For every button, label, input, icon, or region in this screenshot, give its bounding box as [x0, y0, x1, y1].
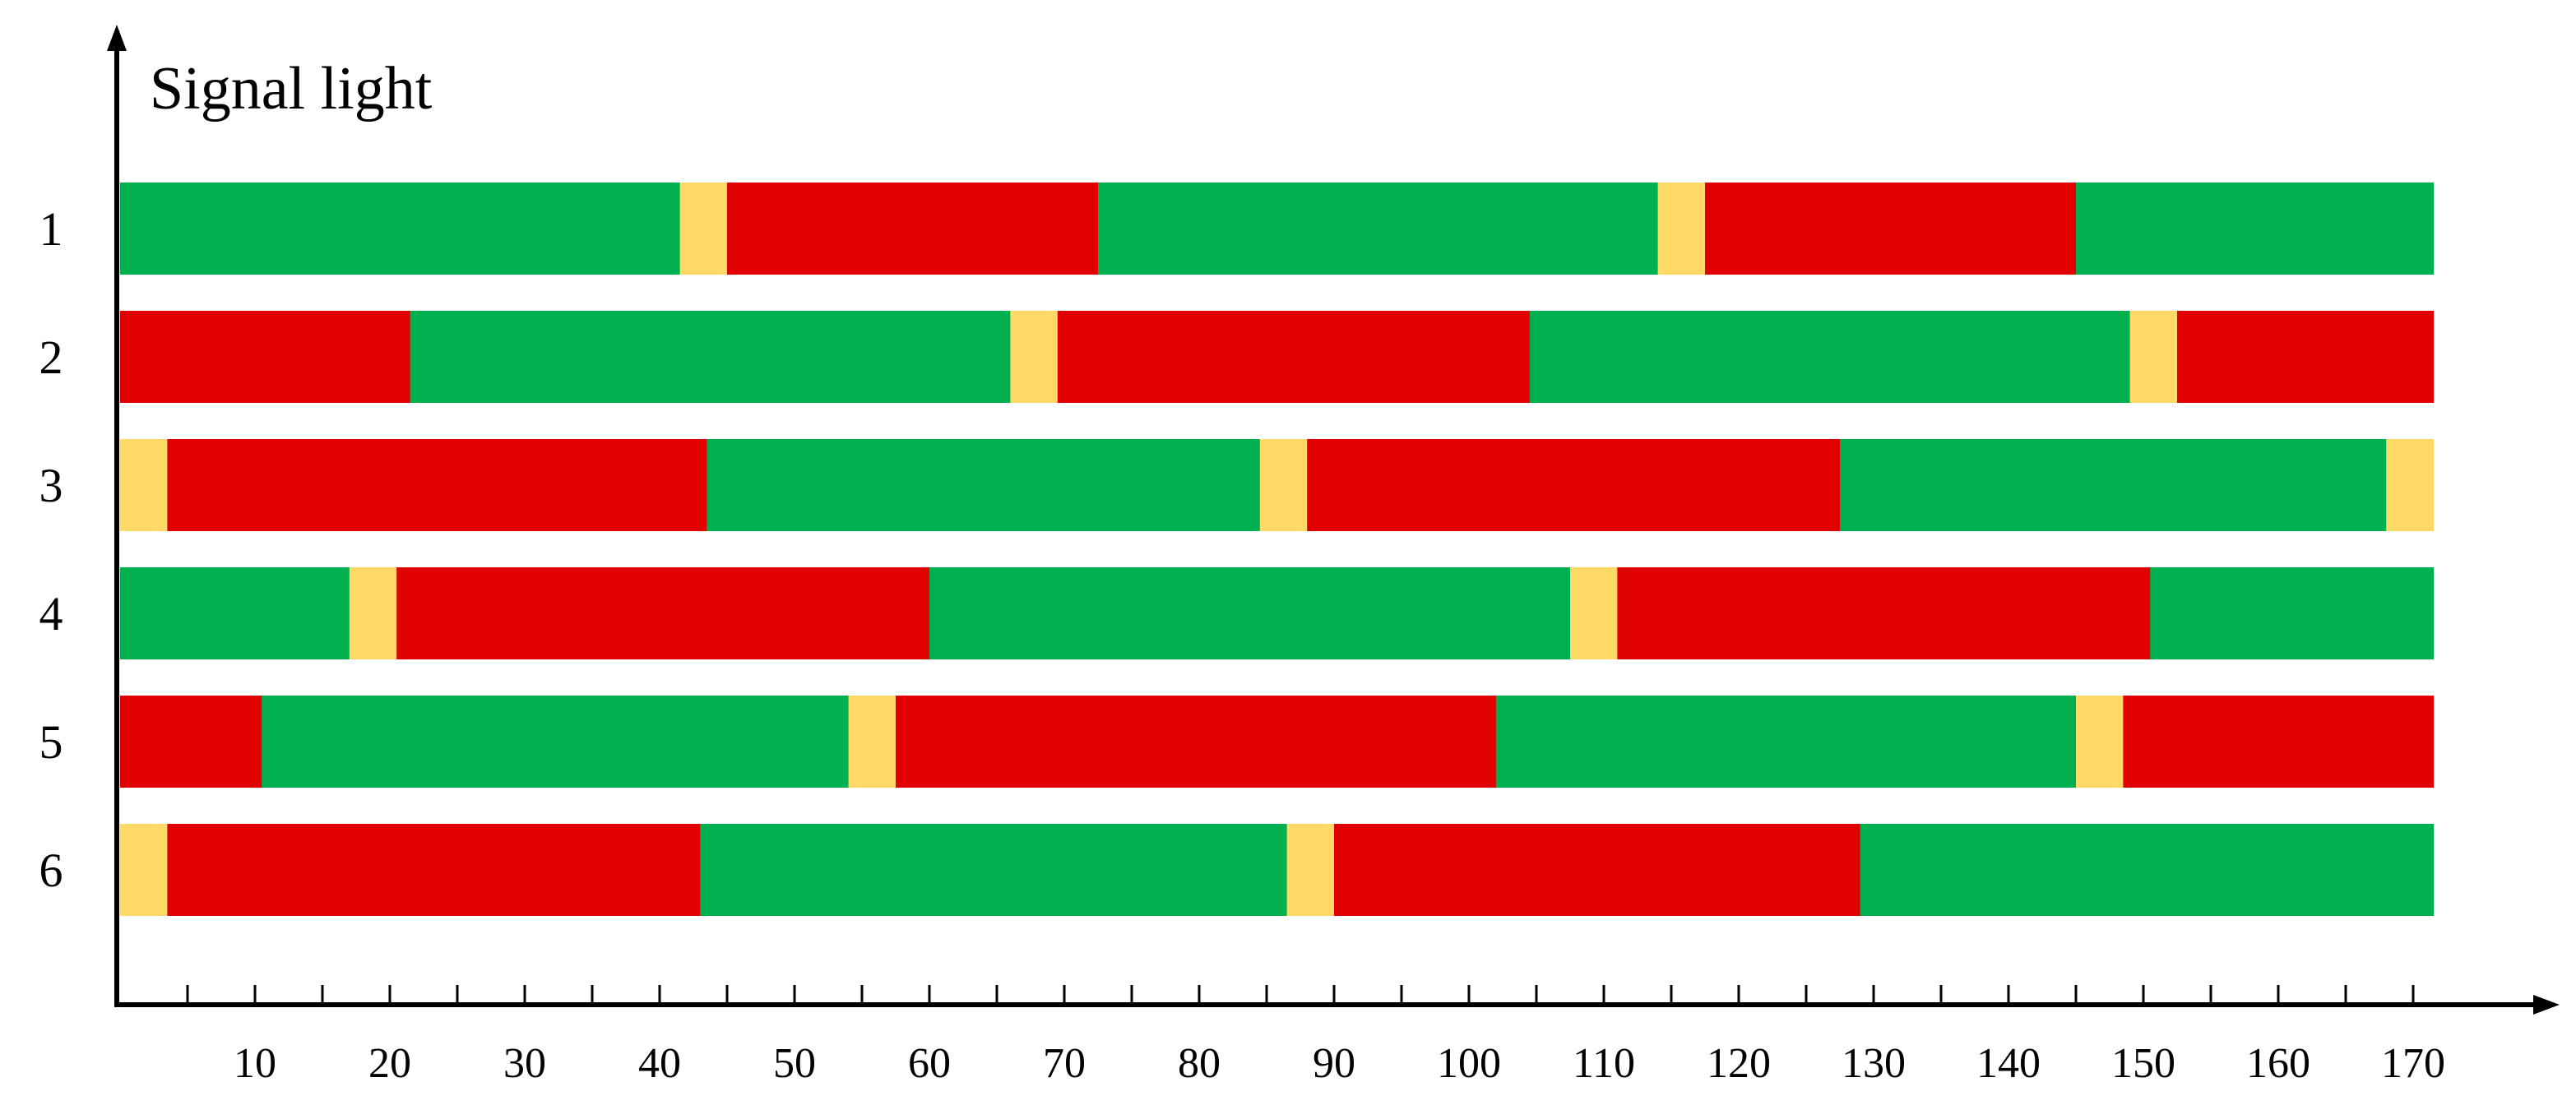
x-tick-label: 100 [1437, 1040, 1501, 1087]
x-tick-label: 160 [2246, 1040, 2310, 1087]
row-label-4: 4 [39, 587, 63, 640]
x-tick-label: 40 [638, 1040, 681, 1087]
segment-yellow [2076, 696, 2124, 788]
segment-green [2076, 183, 2435, 275]
segment-red [1705, 183, 2077, 275]
x-tick-label: 140 [1976, 1040, 2041, 1087]
segment-green [120, 567, 350, 659]
segment-red [1307, 439, 1841, 531]
segment-red [167, 439, 707, 531]
segment-green [929, 567, 1571, 659]
segment-yellow [2129, 311, 2178, 403]
segment-yellow [1570, 567, 1618, 659]
segment-yellow [120, 439, 168, 531]
x-tick-label: 20 [368, 1040, 411, 1087]
segment-green [1860, 824, 2435, 916]
row-labels: 1 2 3 4 5 6 [39, 202, 63, 897]
row-label-2: 2 [39, 331, 63, 384]
segment-yellow [679, 183, 728, 275]
segment-yellow [2386, 439, 2435, 531]
x-tick-label: 30 [503, 1040, 546, 1087]
x-tick-label: 130 [1842, 1040, 1906, 1087]
x-tick-label: 60 [908, 1040, 951, 1087]
bars-layer [120, 183, 2435, 916]
segment-red [396, 567, 930, 659]
x-tick-label: 10 [234, 1040, 276, 1087]
segment-green [120, 183, 681, 275]
segment-green [1529, 311, 2131, 403]
segment-red [167, 824, 701, 916]
x-tick-label: 170 [2381, 1040, 2445, 1087]
row-label-6: 6 [39, 844, 63, 897]
signal-row-5 [120, 696, 2435, 788]
segment-yellow [349, 567, 397, 659]
segment-red [1617, 567, 2151, 659]
segment-green [707, 439, 1261, 531]
x-tick-labels: 10 20 30 40 50 60 70 80 90 100 110 120 130 140 150 160 1… [234, 1040, 2445, 1087]
x-tick-label: 120 [1707, 1040, 1771, 1087]
segment-red [120, 311, 411, 403]
segment-yellow [848, 696, 897, 788]
x-tick-label: 50 [773, 1040, 816, 1087]
row-label-3: 3 [39, 459, 63, 512]
axes: 10 20 30 40 50 60 70 80 90 100 110 120 130 140 150 160 1… [39, 25, 2560, 1087]
segment-red [896, 696, 1497, 788]
signal-row-6 [120, 824, 2435, 916]
x-ticks [186, 985, 2415, 1005]
signal-row-4 [120, 567, 2435, 659]
x-tick-label: 80 [1178, 1040, 1221, 1087]
segment-green [1840, 439, 2387, 531]
segment-green [2150, 567, 2435, 659]
segment-red [2177, 311, 2435, 403]
x-tick-label: 90 [1313, 1040, 1355, 1087]
row-label-1: 1 [39, 202, 63, 256]
segment-green [410, 311, 1012, 403]
segment-red [727, 183, 1099, 275]
segment-red [2123, 696, 2435, 788]
segment-yellow [1286, 824, 1335, 916]
row-label-5: 5 [39, 715, 63, 769]
x-tick-label: 70 [1043, 1040, 1086, 1087]
segment-yellow [1259, 439, 1308, 531]
segment-yellow [1010, 311, 1059, 403]
segment-green [1495, 696, 2077, 788]
segment-yellow [1657, 183, 1706, 275]
segment-red [120, 696, 262, 788]
signal-row-2 [120, 311, 2435, 403]
x-axis-arrow-icon [2533, 995, 2560, 1015]
x-tick-label: 150 [2111, 1040, 2175, 1087]
segment-red [1057, 311, 1531, 403]
x-tick-label: 110 [1573, 1040, 1635, 1087]
signal-row-3 [120, 439, 2435, 531]
segment-red [1334, 824, 1861, 916]
y-axis-arrow-icon [107, 25, 127, 51]
signal-row-1 [120, 183, 2435, 275]
segment-green [700, 824, 1288, 916]
segment-green [1098, 183, 1659, 275]
segment-green [262, 696, 850, 788]
segment-yellow [120, 824, 168, 916]
y-axis-title: Signal light [150, 55, 433, 123]
